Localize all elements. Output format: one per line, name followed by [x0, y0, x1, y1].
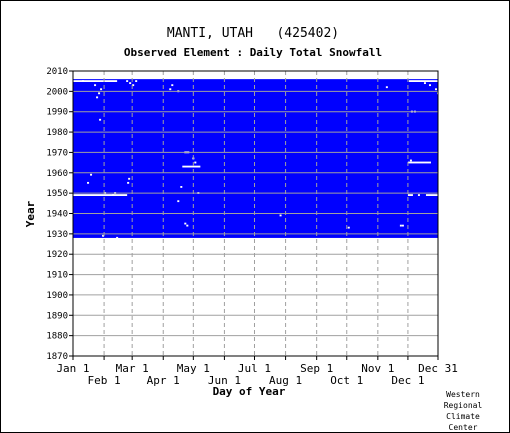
missing-point	[116, 236, 119, 239]
x-tick-label: Mar 1	[116, 362, 149, 375]
missing-point	[127, 181, 130, 184]
missing-segment	[407, 161, 431, 164]
y-tick-label: 1970	[46, 148, 68, 158]
y-tick-label: 2000	[46, 87, 68, 97]
missing-point	[186, 224, 189, 227]
missing-point	[279, 214, 282, 217]
missing-segment	[182, 165, 201, 168]
missing-point	[184, 222, 187, 225]
grid	[72, 70, 439, 357]
missing-point	[347, 226, 350, 229]
missing-point	[102, 234, 105, 237]
chart-title: MANTI, UTAH (425402)	[167, 26, 339, 41]
y-tick-label: 1940	[46, 210, 68, 220]
x-tick-label: Dec 31	[418, 362, 458, 375]
x-tick-label: Nov 1	[361, 362, 394, 375]
missing-point	[87, 181, 90, 184]
missing-point	[135, 80, 138, 82]
y-tick-label: 1880	[46, 332, 68, 342]
y-tick-label: 1950	[46, 189, 68, 199]
missing-point	[180, 186, 183, 188]
missing-segment	[73, 194, 128, 196]
y-tick-label: 1990	[46, 108, 68, 118]
y-tick-label: 1980	[46, 128, 68, 138]
missing-point	[132, 84, 135, 87]
x-tick-label: Jul 1	[238, 362, 271, 375]
missing-point	[385, 86, 388, 89]
chart-subtitle: Observed Element : Daily Total Snowfall	[124, 46, 382, 59]
x-tick-label: Dec 1	[391, 374, 424, 387]
missing-point	[177, 200, 180, 203]
x-tick-label: Jan 1	[56, 362, 89, 375]
missing-point	[128, 177, 131, 180]
y-tick-label: 1900	[46, 291, 68, 301]
missing-point	[112, 194, 115, 196]
y-tick-label: 1930	[46, 230, 68, 240]
missing-point	[434, 88, 437, 91]
x-tick-label: Apr 1	[147, 374, 180, 387]
credit-line-4: Center	[448, 423, 478, 432]
y-tick-label: 2010	[46, 67, 68, 77]
missing-point	[126, 80, 129, 82]
missing-point	[82, 80, 85, 82]
missing-point	[100, 88, 103, 91]
x-tick-label: Aug 1	[269, 374, 302, 387]
missing-segment	[407, 194, 413, 196]
missing-segment	[425, 194, 438, 196]
missing-point	[401, 224, 404, 227]
x-tick-label: May 1	[177, 362, 210, 375]
missing-point	[399, 224, 402, 227]
credit-line-1: Western	[446, 390, 480, 399]
missing-point	[169, 88, 172, 91]
x-tick-label: Sep 1	[300, 362, 333, 375]
y-tick-label: 1960	[46, 169, 68, 179]
missing-point	[417, 194, 420, 196]
missing-point	[409, 159, 412, 162]
missing-point	[96, 96, 99, 99]
missing-point	[129, 82, 132, 85]
missing-point	[423, 82, 426, 85]
y-tick-label: 1890	[46, 311, 68, 321]
missing-point	[99, 118, 102, 121]
x-axis: Jan 1 Mar 1 May 1 Jul 1 Sep 1 Nov 1 Dec 31 Feb …	[56, 356, 458, 387]
y-tick-label: 1910	[46, 271, 68, 281]
x-tick-label: Jun 1	[208, 374, 241, 387]
credit-line-2: Regional	[443, 401, 483, 410]
missing-point	[98, 92, 101, 95]
credit-line-3: Climate	[446, 412, 480, 421]
data-present-band	[73, 79, 438, 238]
y-axis: 1870 1880 1890 1900 1910 1920 1930 1940 1950 1960…	[46, 67, 73, 362]
y-tick-label: 1920	[46, 250, 68, 260]
missing-point	[90, 173, 93, 176]
x-tick-label: Feb 1	[88, 374, 121, 387]
x-tick-label: Oct 1	[330, 374, 363, 387]
missing-point	[194, 161, 197, 164]
y-tick-label: 1870	[46, 352, 68, 362]
missing-segment	[73, 80, 118, 82]
missing-point	[94, 84, 97, 87]
x-axis-label: Day of Year	[213, 385, 286, 398]
missing-point	[171, 84, 174, 87]
missing-point	[428, 84, 431, 87]
y-axis-label: Year	[24, 200, 37, 227]
missing-segment	[408, 80, 438, 82]
